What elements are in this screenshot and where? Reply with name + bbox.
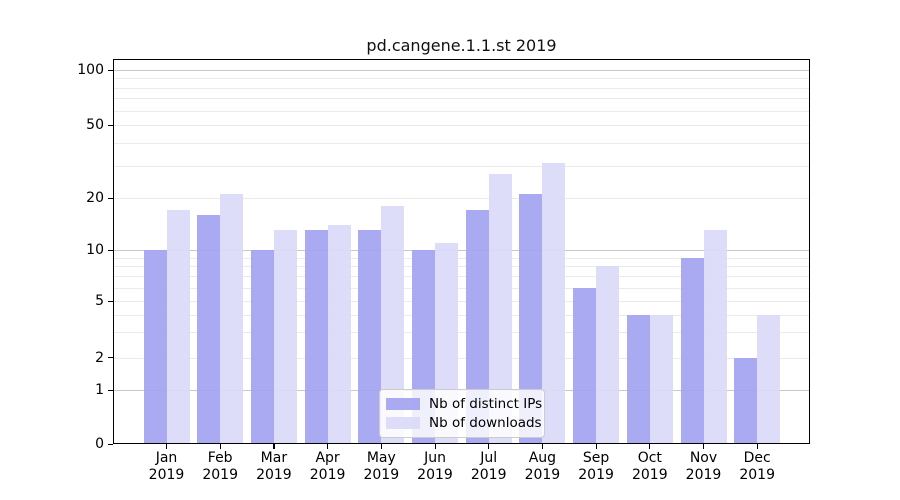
x-axis-tick-label: Jun 2019: [417, 450, 453, 483]
y-axis-tick-label: 1: [95, 382, 104, 398]
legend-item-distinct-ips: Nb of distinct IPs: [386, 396, 544, 412]
bar-distinct-ips-dec: [734, 357, 758, 444]
x-axis-tick: [327, 444, 329, 449]
legend-item-downloads: Nb of downloads: [386, 415, 544, 431]
minor-gridline: [113, 257, 810, 259]
bar-downloads-sep: [596, 266, 620, 444]
minor-gridline: [113, 110, 810, 112]
bar-distinct-ips-aug: [519, 194, 543, 444]
minor-gridline: [113, 98, 810, 100]
minor-gridline: [113, 142, 810, 144]
x-axis-tick: [434, 444, 436, 449]
chart-title: pd.cangene.1.1.st 2019: [366, 36, 557, 55]
bar-distinct-ips-oct: [626, 314, 650, 444]
bar-distinct-ips-sep: [573, 287, 597, 444]
y-axis-tick: [108, 443, 113, 445]
minor-gridline: [113, 87, 810, 89]
y-axis-tick-label: 100: [77, 62, 104, 78]
minor-gridline: [113, 165, 810, 167]
x-axis-tick-label: Feb 2019: [202, 450, 238, 483]
minor-gridline: [113, 301, 810, 302]
x-axis-tick: [649, 444, 651, 449]
minor-gridline: [113, 78, 810, 80]
bar-distinct-ips-may: [358, 230, 382, 444]
bar-distinct-ips-jan: [143, 250, 167, 444]
bar-downloads-mar: [273, 230, 297, 444]
y-axis-tick: [108, 389, 113, 391]
bar-distinct-ips-mar: [250, 250, 274, 444]
y-axis-tick-label: 10: [86, 242, 104, 258]
x-axis-tick: [380, 444, 382, 449]
y-axis-tick: [108, 69, 113, 71]
bar-downloads-jul: [488, 174, 512, 444]
bar-downloads-may: [381, 205, 405, 444]
bar-downloads-dec: [757, 314, 781, 444]
x-axis-tick-label: Nov 2019: [685, 450, 722, 483]
y-axis-tick-label: 5: [95, 293, 104, 309]
major-gridline: [113, 250, 810, 251]
major-gridline: [113, 70, 810, 71]
x-axis-tick: [595, 444, 597, 449]
x-axis-tick: [756, 444, 758, 449]
minor-gridline: [113, 332, 810, 334]
x-axis-tick-label: Sep 2019: [578, 450, 614, 483]
minor-gridline: [113, 125, 810, 126]
bar-downloads-feb: [220, 194, 244, 444]
y-axis-tick: [108, 249, 113, 251]
y-axis-tick-label: 2: [95, 349, 104, 366]
x-axis-tick-label: Jul 2019: [470, 450, 507, 483]
y-axis-tick: [108, 300, 113, 302]
x-axis-tick: [166, 444, 168, 449]
minor-gridline: [113, 276, 810, 278]
y-axis-tick: [108, 197, 113, 199]
legend: Nb of distinct IPs Nb of downloads: [379, 389, 545, 438]
y-axis-tick-label: 20: [86, 190, 104, 206]
bar-downloads-oct: [649, 314, 673, 444]
bar-distinct-ips-nov: [680, 257, 704, 444]
minor-gridline: [113, 357, 810, 359]
x-axis-tick-label: Jan 2019: [148, 450, 185, 483]
y-axis-tick: [108, 124, 113, 126]
legend-label-distinct-ips: Nb of distinct IPs: [429, 396, 543, 412]
minor-gridline: [113, 314, 810, 316]
x-axis-tick: [703, 444, 705, 449]
bar-distinct-ips-jul: [465, 210, 489, 444]
x-axis-tick-label: May 2019: [363, 450, 400, 483]
x-axis-tick-label: Aug 2019: [524, 450, 561, 483]
bar-downloads-jan: [166, 210, 190, 444]
y-axis-tick: [108, 357, 113, 359]
legend-swatch-downloads: [386, 417, 420, 429]
legend-label-downloads: Nb of downloads: [429, 415, 542, 431]
minor-gridline: [113, 198, 810, 199]
x-axis-tick-label: Apr 2019: [309, 450, 346, 483]
bar-downloads-aug: [542, 163, 566, 444]
minor-gridline: [113, 287, 810, 289]
x-axis-tick-label: Mar 2019: [256, 450, 292, 483]
x-axis-tick: [488, 444, 490, 449]
x-axis-tick: [219, 444, 221, 449]
bar-distinct-ips-apr: [304, 230, 328, 444]
y-axis-tick-label: 50: [86, 117, 104, 133]
bar-downloads-apr: [327, 224, 351, 444]
x-axis-tick-label: Dec 2019: [739, 450, 775, 483]
legend-swatch-distinct-ips: [386, 398, 420, 410]
x-axis-tick: [541, 444, 544, 449]
x-axis-tick: [273, 444, 275, 449]
x-axis-tick-label: Oct 2019: [631, 450, 668, 483]
minor-gridline: [113, 266, 810, 268]
y-axis-tick-label: 0: [95, 436, 104, 452]
bar-downloads-nov: [703, 230, 727, 444]
bar-distinct-ips-feb: [197, 214, 221, 444]
